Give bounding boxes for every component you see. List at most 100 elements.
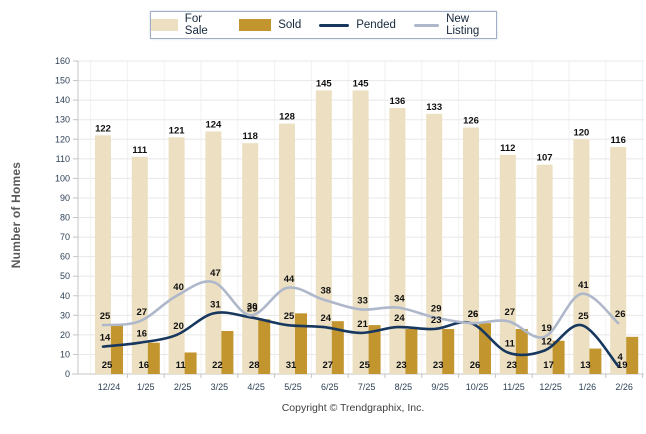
y-tick-label: 100 bbox=[55, 173, 70, 183]
y-tick-label: 160 bbox=[55, 56, 70, 66]
pended-value-label: 11 bbox=[505, 338, 516, 349]
y-tick-label: 140 bbox=[55, 95, 70, 105]
y-tick-label: 20 bbox=[60, 330, 70, 340]
sold-value-label: 17 bbox=[543, 360, 554, 371]
pended-value-label: 25 bbox=[284, 311, 295, 322]
for-sale-bar bbox=[315, 90, 332, 374]
y-tick-label: 110 bbox=[56, 154, 70, 164]
for-sale-value-label: 126 bbox=[463, 116, 479, 127]
for-sale-value-label: 124 bbox=[205, 119, 222, 130]
y-tick-label: 120 bbox=[55, 134, 70, 144]
for-sale-value-label: 122 bbox=[95, 123, 111, 134]
sold-value-label: 22 bbox=[212, 360, 223, 371]
sold-bar bbox=[295, 313, 307, 374]
x-tick-label: 5/25 bbox=[284, 382, 302, 392]
sold-value-label: 26 bbox=[470, 360, 481, 371]
legend-item-new-listing: New Listing bbox=[413, 13, 496, 37]
sold-bar bbox=[552, 340, 565, 374]
y-tick-label: 0 bbox=[65, 369, 70, 379]
legend-label-sold: Sold bbox=[278, 19, 302, 31]
x-tick-label: 12/25 bbox=[539, 382, 562, 392]
new-listing-value-label: 47 bbox=[210, 268, 221, 279]
for-sale-value-label: 111 bbox=[132, 145, 148, 156]
y-tick-label: 70 bbox=[60, 232, 70, 242]
pended-value-label: 23 bbox=[431, 315, 442, 326]
pended-value-label: 31 bbox=[210, 299, 221, 310]
x-tick-label: 7/25 bbox=[358, 382, 376, 392]
y-tick-label: 40 bbox=[60, 291, 70, 301]
y-tick-label: 90 bbox=[60, 193, 70, 203]
for-sale-bar bbox=[279, 123, 295, 374]
pended-value-label: 24 bbox=[321, 313, 332, 324]
for-sale-bar bbox=[610, 147, 627, 374]
sold-value-label: 13 bbox=[580, 360, 591, 371]
for-sale-bar bbox=[352, 90, 369, 374]
for-sale-value-label: 121 bbox=[169, 125, 186, 136]
new-listing-value-label: 25 bbox=[100, 311, 111, 322]
new-listing-value-label: 40 bbox=[173, 282, 184, 293]
legend-item-for-sale: For Sale bbox=[151, 13, 221, 37]
legend-item-sold: Sold bbox=[239, 19, 301, 31]
new-listing-value-label: 33 bbox=[357, 295, 368, 306]
pended-value-label: 26 bbox=[468, 309, 479, 320]
sold-bar bbox=[589, 348, 602, 374]
new-listing-value-label: 38 bbox=[321, 286, 332, 297]
pended-value-label: 14 bbox=[100, 333, 111, 344]
for-sale-bar bbox=[389, 107, 406, 374]
for-sale-bar bbox=[242, 143, 259, 374]
y-tick-label: 30 bbox=[60, 310, 70, 320]
for-sale-bar bbox=[95, 135, 111, 374]
for-sale-value-label: 112 bbox=[500, 143, 515, 154]
legend-label-new-listing: New Listing bbox=[446, 13, 480, 37]
pended-value-label: 29 bbox=[247, 303, 258, 314]
for-sale-value-label: 128 bbox=[279, 112, 295, 123]
x-tick-label: 6/25 bbox=[321, 382, 339, 392]
new-listing-line bbox=[101, 280, 620, 339]
pended-value-label: 20 bbox=[173, 321, 184, 332]
pended-value-label: 12 bbox=[541, 337, 552, 348]
pended-value-label: 21 bbox=[357, 319, 368, 330]
sold-swatch-icon bbox=[239, 19, 272, 31]
x-tick-label: 4/25 bbox=[247, 382, 265, 392]
sold-bar bbox=[111, 325, 123, 374]
y-tick-label: 80 bbox=[60, 213, 70, 223]
sold-bar bbox=[184, 352, 197, 374]
new-listing-value-label: 44 bbox=[284, 274, 295, 285]
y-axis: 0 10 20 30 40 50 60 70 80 90 100 110 120 130 140 150 160 bbox=[55, 56, 79, 379]
x-tick-label: 10/25 bbox=[466, 382, 489, 392]
new-listing-value-label: 41 bbox=[578, 280, 589, 291]
sold-value-label: 27 bbox=[323, 360, 334, 371]
value-labels: 1222514251111616271211120401242231471182… bbox=[95, 78, 627, 371]
x-tick-label: 8/25 bbox=[395, 382, 413, 392]
x-tick-label: 1/26 bbox=[579, 382, 597, 392]
sold-value-label: 11 bbox=[176, 360, 187, 371]
sold-value-label: 31 bbox=[286, 360, 297, 371]
pended-line-swatch-icon bbox=[319, 23, 350, 27]
legend-label-for-sale: For Sale bbox=[184, 13, 208, 37]
y-tick-label: 10 bbox=[60, 349, 70, 359]
for-sale-bar bbox=[426, 113, 443, 374]
new-listing-value-label: 26 bbox=[615, 309, 626, 320]
for-sale-bar bbox=[536, 164, 553, 374]
sold-value-label: 25 bbox=[102, 360, 113, 371]
y-tick-label: 60 bbox=[60, 252, 70, 262]
for-sale-value-label: 120 bbox=[573, 127, 589, 138]
new-listing-value-label: 30 bbox=[247, 301, 258, 312]
new-listing-value-label: 19 bbox=[541, 323, 552, 334]
sold-bar bbox=[221, 330, 234, 374]
sold-value-label: 23 bbox=[507, 360, 518, 371]
legend-label-pended: Pended bbox=[356, 19, 396, 31]
y-tick-label: 130 bbox=[55, 115, 70, 125]
x-tick-label: 2/25 bbox=[174, 382, 192, 392]
new-listing-value-label: 34 bbox=[394, 293, 405, 304]
for-sale-value-label: 136 bbox=[389, 96, 405, 107]
sold-bar bbox=[331, 321, 344, 374]
sold-bar bbox=[442, 329, 455, 374]
pended-value-label: 4 bbox=[618, 352, 624, 363]
x-tick-label: 12/24 bbox=[98, 382, 121, 392]
sold-value-label: 25 bbox=[359, 360, 370, 371]
for-sale-value-label: 107 bbox=[537, 153, 553, 164]
for-sale-swatch-icon bbox=[151, 19, 178, 31]
for-sale-value-label: 145 bbox=[316, 78, 333, 89]
pended-value-label: 24 bbox=[394, 313, 405, 324]
